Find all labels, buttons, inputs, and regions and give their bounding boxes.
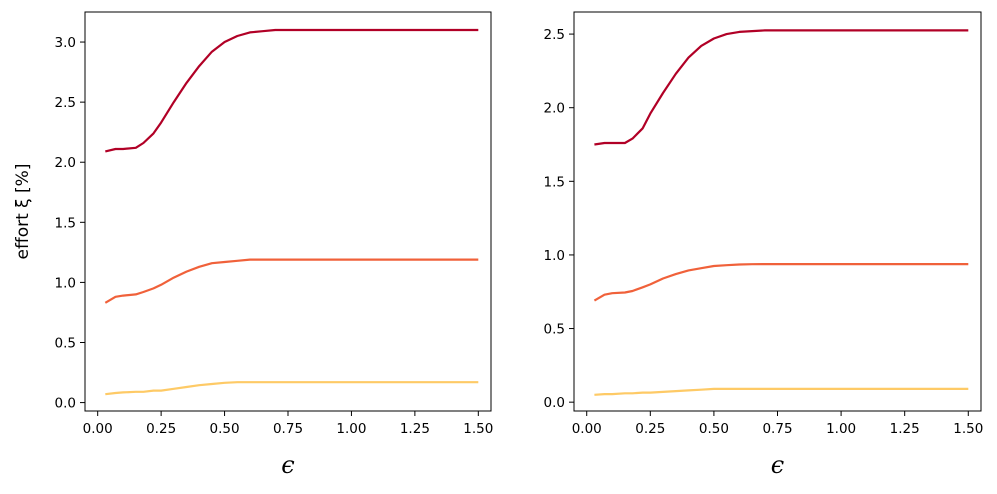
series-line-2 [593,263,969,302]
x-tick-label: 0.25 [635,421,665,437]
y-tick-label: 1.0 [55,275,76,291]
x-axis-label: ϵ [771,451,784,479]
y-tick-label: 2.0 [544,101,565,117]
y-tick-label: 1.5 [544,174,565,190]
plot-right: 0.00 0.25 0.50 0.75 1.00 1.25 1.50 0.0 0.5 1.0 1.5… [544,11,983,479]
y-tick-label: 0.5 [544,322,565,338]
x-tick-label: 1.25 [890,421,920,437]
x-tick-label: 0.50 [210,421,240,437]
x-tick-label: 0.75 [273,421,303,437]
x-tick-label: 1.00 [336,421,366,437]
x-tick-label: 1.25 [400,421,430,437]
axes-frame [84,11,492,412]
series-line-3 [594,387,969,396]
x-tick-label: 0.00 [83,421,113,437]
y-tick-label: 0.0 [55,396,76,412]
plot-left: 0.00 0.25 0.50 0.75 1.00 1.25 1.50 0.0 0.5 1.0 1.5… [13,11,493,479]
series-line-2 [104,258,479,304]
x-axis-label: ϵ [281,451,294,479]
y-tick-label: 3.0 [55,35,76,51]
y-tick-label: 2.5 [55,95,76,111]
y-tick-label: 0.5 [55,335,76,351]
y-tick-label: 1.5 [55,215,76,231]
series-line-1 [105,28,479,153]
y-axis-label: effort ξ [%] [13,164,33,260]
x-tick-label: 0.00 [572,421,602,437]
x-tick-label: 0.75 [762,421,792,437]
y-tick-label: 2.5 [544,27,565,43]
series-line-3 [105,381,479,396]
series-line-1 [594,29,969,146]
x-tick-label: 1.00 [826,421,856,437]
axes-frame [573,11,982,412]
y-tick-label: 0.0 [544,395,565,411]
x-tick-label: 0.25 [146,421,176,437]
y-tick-label: 1.0 [544,248,565,264]
x-tick-label: 0.50 [699,421,729,437]
y-tick-label: 2.0 [55,155,76,171]
x-tick-label: 1.50 [463,421,493,437]
x-tick-label: 1.50 [953,421,983,437]
